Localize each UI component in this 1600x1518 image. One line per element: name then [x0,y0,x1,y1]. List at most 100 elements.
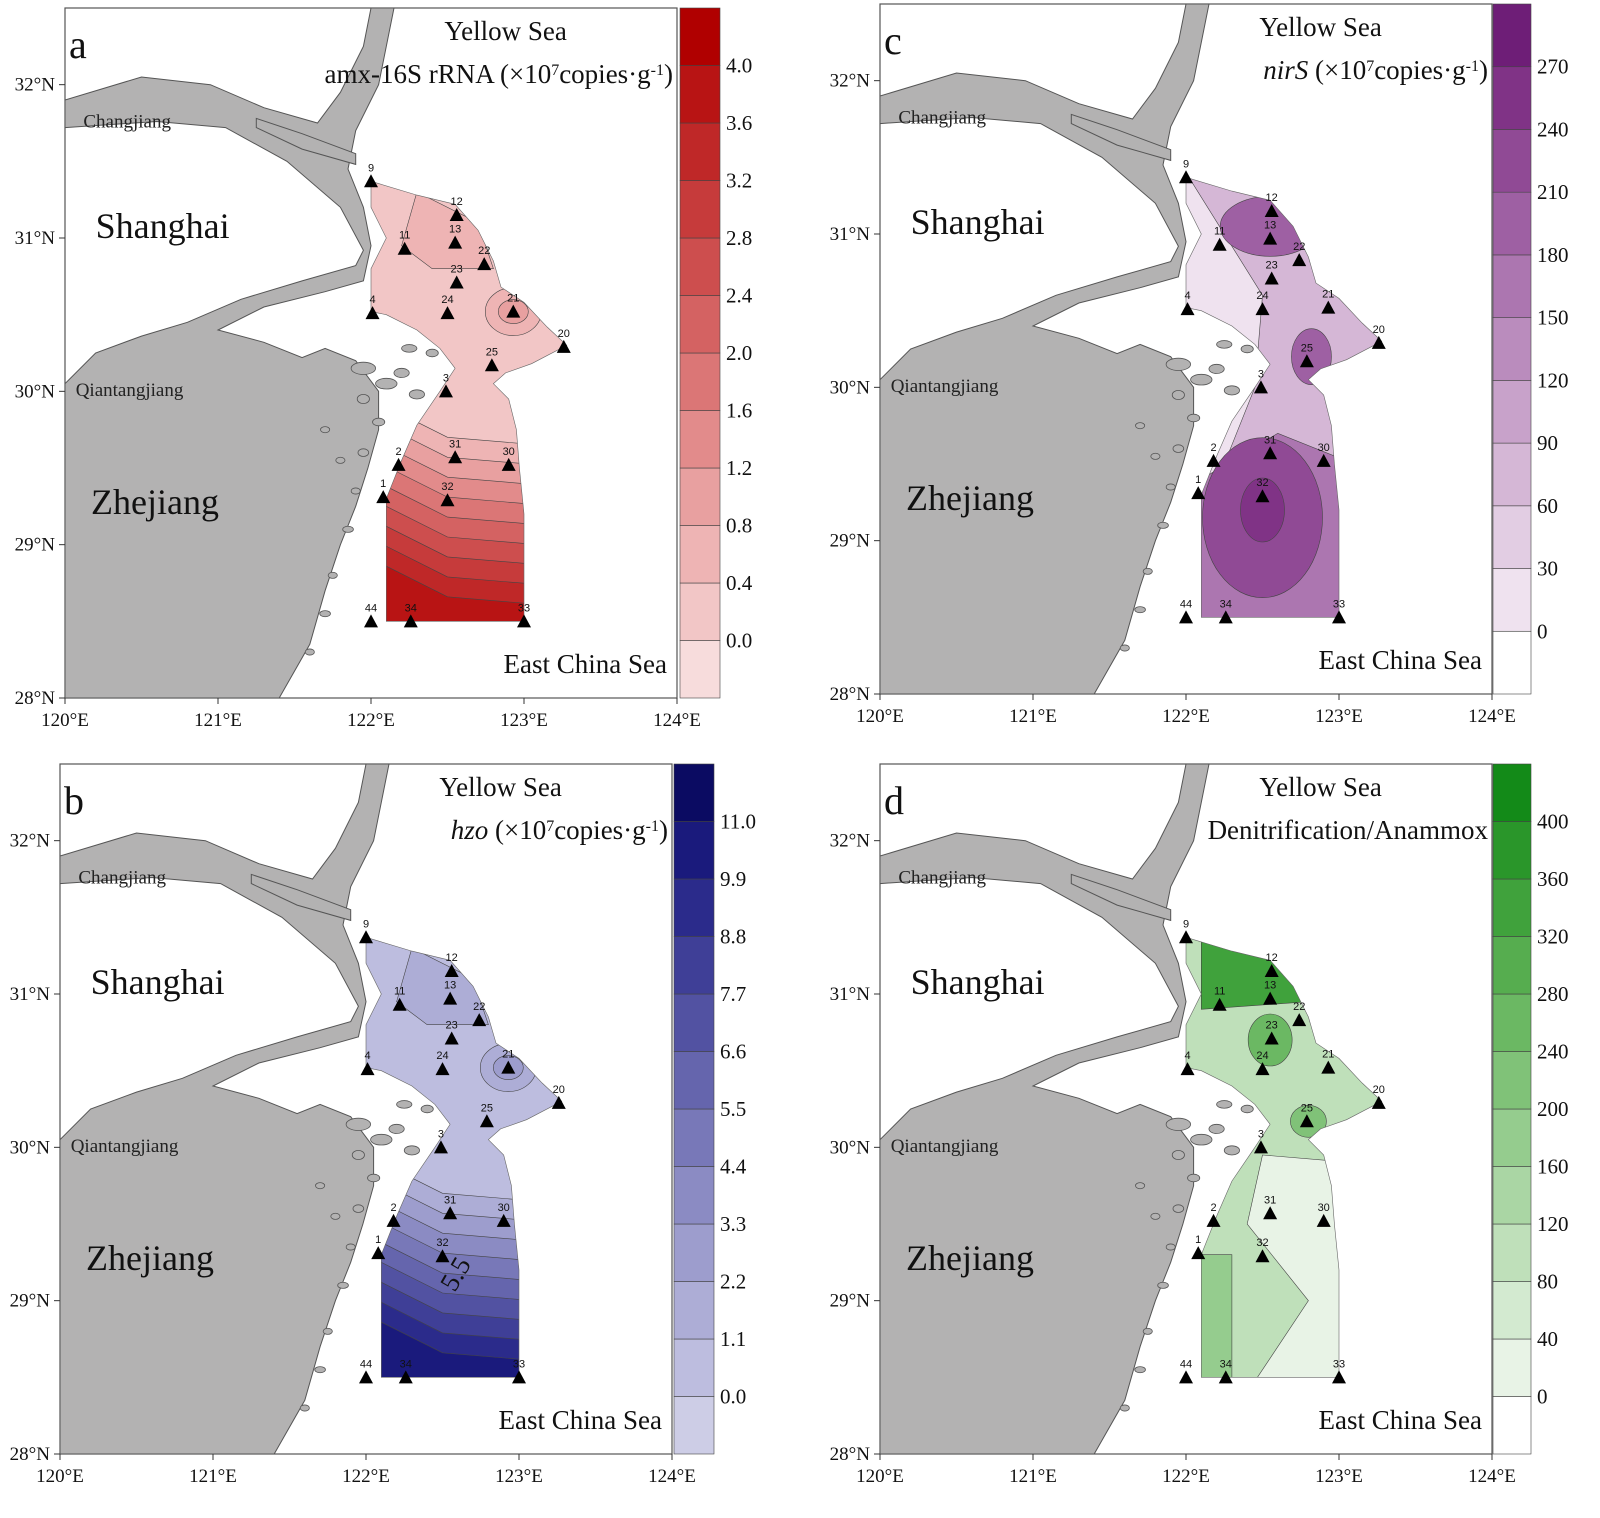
station-marker [1263,231,1278,245]
colorbar-swatch [679,65,721,124]
colorbar-label: 0.4 [726,571,753,595]
colorbar-label: 400 [1537,810,1569,834]
island [304,648,315,656]
island [1171,389,1185,400]
colorbar-swatch [1492,1223,1532,1282]
station-marker [433,1140,448,1154]
colorbar-label: 0 [1537,1385,1548,1409]
station-marker [448,235,463,249]
colorbar-label: 30 [1537,557,1558,581]
station-marker [397,241,412,255]
island [350,361,376,375]
station-label: 33 [1333,598,1345,610]
station-label: 22 [473,1001,485,1013]
label-east-china-sea: East China Sea [1319,1405,1482,1435]
colorbar-label: 0 [1537,619,1548,643]
colorbar-swatch [673,936,715,995]
island [370,1133,393,1146]
panel-c: 9 11 12 13 22 23 4 24 21 20 25 3 31 30 2 1 32 44 34 33 Shang… [800,0,1600,760]
station-label: 25 [486,346,498,358]
panel-title: hzo (×107copies·g-1) [451,815,668,845]
colorbar-swatch [1492,3,1532,68]
colorbar-label: 160 [1537,1155,1569,1179]
colorbar-label: 120 [1537,1212,1569,1236]
island [1216,340,1233,349]
station-label: 31 [1264,434,1276,446]
lat-tick-label: 32°N [10,831,51,852]
island [299,1404,310,1412]
lat-tick-label: 28°N [830,684,871,705]
station-marker [444,1031,459,1045]
colorbar-swatch [679,525,721,584]
panel-letter: b [64,778,84,823]
colorbar-label: 200 [1537,1097,1569,1121]
island [372,417,386,427]
colorbar-swatch [673,993,715,1052]
station-marker [364,614,378,628]
island [1165,357,1191,371]
station-marker [1180,302,1195,316]
island [388,1123,405,1134]
station-label: 2 [390,1202,396,1214]
colorbar-label: 0.0 [726,629,752,653]
colorbar-swatch [673,1396,715,1455]
island [1165,1117,1191,1131]
station-marker [1299,1114,1314,1128]
colorbar-label: 3.2 [726,169,752,193]
colorbar-swatch [1492,1166,1532,1225]
station-label: 32 [441,481,453,493]
panel-title: nirS (×107copies·g-1) [1263,55,1488,85]
colorbar-swatch [679,7,721,66]
colorbar-swatch [673,1166,715,1225]
island [350,487,361,495]
station-marker [1206,453,1221,467]
colorbar-swatch [679,582,721,641]
station-marker [371,1246,386,1260]
lat-tick-label: 31°N [830,224,871,245]
island [1172,1204,1185,1213]
colorbar-swatch [679,180,721,239]
station-label: 31 [444,1194,456,1206]
station-marker [365,306,380,320]
station-label: 2 [395,446,401,458]
station-marker [1321,1060,1336,1074]
colorbar-label: 7.7 [720,982,746,1006]
station-marker [1206,1213,1221,1227]
station-marker [403,614,418,628]
station-marker [1179,1370,1193,1384]
colorbar-swatch [1492,442,1532,507]
station-label: 11 [399,230,410,242]
station-label: 12 [451,196,463,208]
place-qiantangjiang: Qiantangjiang [891,376,999,397]
colorbar-label: 1.6 [726,399,752,423]
station-marker [501,457,516,471]
colorbar-swatch [1492,630,1532,695]
colorbar-label: 6.6 [720,1040,746,1064]
island [1172,444,1185,453]
station-marker [1263,991,1278,1005]
island [1134,1366,1146,1374]
lon-tick-label: 123°E [500,710,548,731]
island [1157,1281,1169,1289]
station-marker [1316,1213,1331,1227]
colorbar-label: 2.4 [726,284,753,308]
island [1150,1212,1161,1220]
station-marker [1255,489,1270,503]
station-label: 30 [1318,1202,1330,1214]
station-marker [484,358,499,372]
station-label: 12 [446,952,458,964]
station-label: 22 [478,245,490,257]
panel-letter: d [884,778,904,823]
colorbar-label: 1.1 [720,1327,746,1351]
station-marker [1179,610,1193,624]
island [327,571,338,579]
station-label: 30 [503,446,515,458]
place-qiantangjiang: Qiantangjiang [891,1136,999,1157]
colorbar-swatch [1492,568,1532,632]
station-marker [359,1370,373,1384]
station-marker [386,1213,401,1227]
station-marker [435,1062,450,1076]
contour-field [1186,937,1382,1378]
station-marker [444,964,459,977]
